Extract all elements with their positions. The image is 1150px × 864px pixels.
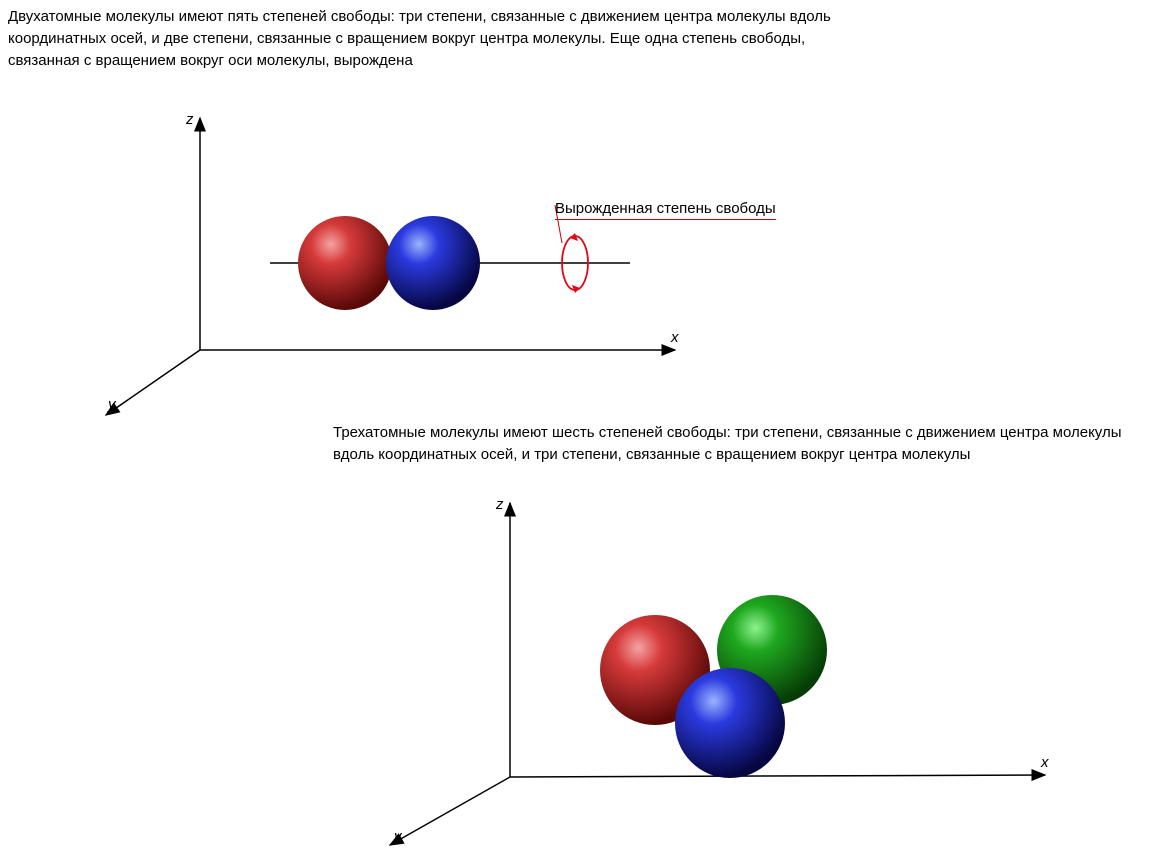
page: Двухатомные молекулы имеют пять степеней… (0, 0, 1150, 864)
x-axis (510, 775, 1045, 777)
y-axis (106, 350, 200, 415)
y-axis-label: y (107, 396, 117, 413)
paragraph-diatomic: Двухатомные молекулы имеют пять степеней… (8, 6, 838, 71)
y-axis (390, 777, 510, 845)
atom-blue (675, 668, 785, 778)
y-axis-label: y (393, 828, 403, 845)
z-axis-label: z (185, 111, 194, 128)
paragraph-triatomic: Трехатомные молекулы имеют шесть степене… (333, 422, 1150, 466)
atom-red (298, 216, 392, 310)
diagram-diatomic: z x y (100, 110, 720, 420)
z-axis-label: z (495, 496, 504, 513)
x-axis-label: x (670, 329, 679, 346)
annotation-degenerate: Вырожденная степень свободы (555, 200, 776, 220)
diagram-triatomic: z x y (380, 495, 1060, 855)
x-axis-label: x (1040, 754, 1049, 771)
atom-blue (386, 216, 480, 310)
